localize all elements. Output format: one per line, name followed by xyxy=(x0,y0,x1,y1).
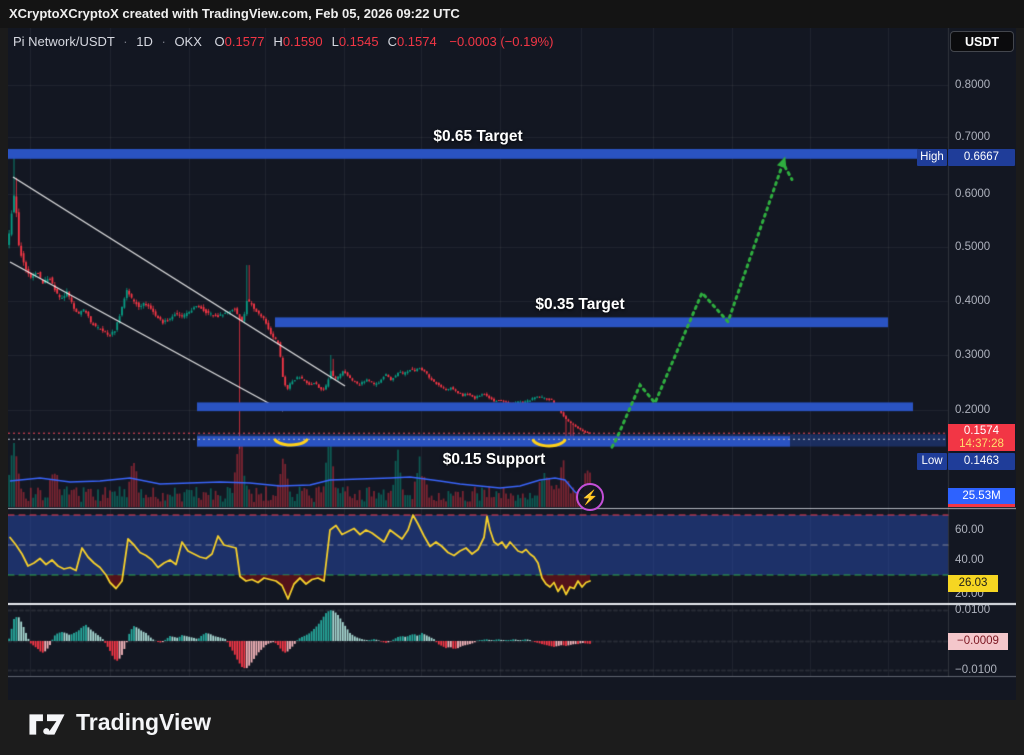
price-tick-label: 60.00 xyxy=(955,524,984,536)
target-065-label: $0.65 Target xyxy=(433,128,523,145)
last-price-badge: 0.1574 14:37:28 xyxy=(948,424,1015,451)
ohlc-item: O0.1577 xyxy=(214,34,265,49)
chart-area[interactable]: Pi Network/USDT · 1D · OKX O0.1577 H0.159… xyxy=(8,28,1016,700)
low-badge: Low xyxy=(917,453,947,470)
price-tick-label: 0.8000 xyxy=(955,79,991,91)
price-tick-label: −0.0100 xyxy=(955,664,997,676)
attribution-bar: XCryptoXCryptoX created with TradingView… xyxy=(0,0,1024,28)
price-tick-label: 0.3000 xyxy=(955,349,991,361)
price-tick-label: 0.4000 xyxy=(955,295,991,307)
attribution-text: XCryptoXCryptoX created with TradingView… xyxy=(9,6,460,21)
exchange-label[interactable]: OKX xyxy=(174,34,202,49)
tradingview-wordmark: TradingView xyxy=(76,709,212,735)
main-chart-canvas[interactable] xyxy=(8,28,1016,700)
lightning-icon[interactable]: ⚡ xyxy=(576,483,604,511)
rsi-value-badge: 26.03 xyxy=(948,575,998,592)
ohlc-item: L0.1545 xyxy=(331,34,379,49)
footer: TradingView xyxy=(0,700,1024,755)
low-value-badge: 0.1463 xyxy=(948,453,1015,470)
price-tick-label: 0.5000 xyxy=(955,241,991,253)
target-035-label: $0.35 Target xyxy=(535,296,625,313)
symbol-legend: Pi Network/USDT · 1D · OKX O0.1577 H0.159… xyxy=(13,31,553,53)
high-badge: High xyxy=(917,149,947,166)
bar-countdown: 14:37:28 xyxy=(959,438,1004,450)
last-price-value: 0.1574 xyxy=(963,425,1000,437)
separator-dot: · xyxy=(123,34,128,49)
symbol-name[interactable]: Pi Network/USDT xyxy=(13,34,115,49)
tradingview-icon xyxy=(29,714,65,735)
ohlc-item: C0.1574 xyxy=(387,34,437,49)
currency-button[interactable]: USDT xyxy=(950,31,1014,52)
tradingview-logo[interactable]: TradingView xyxy=(28,709,211,736)
price-tick-label: 0.7000 xyxy=(955,131,991,143)
price-tick-label: 0.0100 xyxy=(955,604,991,616)
interval-label[interactable]: 1D xyxy=(136,34,153,49)
price-tick-label: 0.6000 xyxy=(955,188,991,200)
time-axis[interactable]: JulAugSepOctNovDec2026FebMarAprMayJun xyxy=(8,676,948,700)
change-value: −0.0003 (−0.19%) xyxy=(449,34,554,49)
support-015-label: $0.15 Support xyxy=(442,451,546,468)
price-tick-label: 0.2000 xyxy=(955,404,991,416)
separator-dot: · xyxy=(161,34,166,49)
price-tick-label: 40.00 xyxy=(955,554,984,566)
macd-value-badge: −0.0009 xyxy=(948,633,1008,650)
high-value-badge: 0.6667 xyxy=(948,149,1015,166)
volume-badge-underline xyxy=(948,504,1015,507)
ohlc-item: H0.1590 xyxy=(273,34,323,49)
volume-value-badge: 25.53M xyxy=(948,488,1015,504)
ohlc-values: O0.1577 H0.1590 L0.1545 C0.1574 xyxy=(206,34,437,49)
